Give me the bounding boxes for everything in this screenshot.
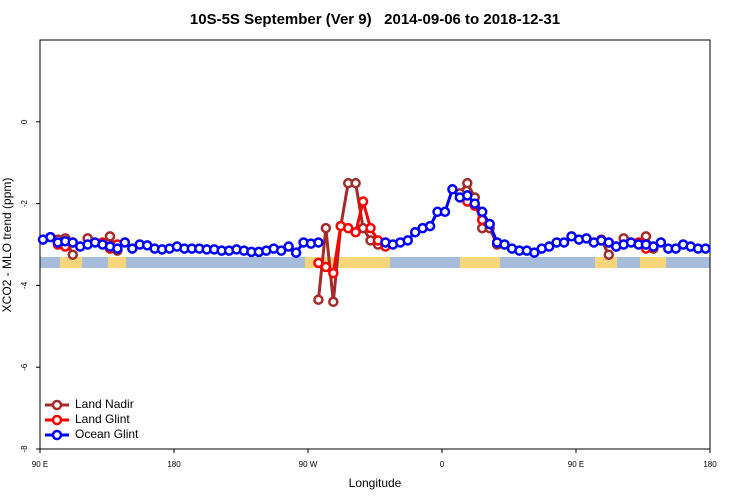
land-strip bbox=[460, 257, 500, 268]
data-point bbox=[700, 243, 711, 254]
data-point bbox=[670, 243, 682, 254]
data-point bbox=[67, 249, 79, 260]
data-point bbox=[581, 233, 592, 244]
data-point bbox=[320, 222, 332, 234]
data-point bbox=[328, 267, 339, 279]
y-tick-label: 0 bbox=[20, 119, 29, 124]
data-point bbox=[558, 237, 570, 248]
data-point bbox=[313, 294, 324, 305]
x-axis-label: Longitude bbox=[349, 476, 402, 490]
data-point bbox=[67, 237, 79, 248]
data-point bbox=[320, 261, 332, 273]
data-point bbox=[543, 241, 555, 252]
data-point bbox=[275, 245, 287, 256]
y-axis-label: XCO2 - MLO trend (ppm) bbox=[0, 178, 14, 313]
x-tick-label: 180 bbox=[167, 460, 181, 469]
data-point bbox=[45, 231, 56, 243]
data-point bbox=[476, 206, 488, 218]
data-point bbox=[424, 220, 436, 232]
plot-frame bbox=[39, 39, 711, 450]
data-point bbox=[462, 190, 473, 201]
data-point bbox=[350, 226, 361, 238]
land-strip bbox=[305, 257, 390, 268]
data-point bbox=[283, 241, 294, 252]
legend-label: Land Glint bbox=[75, 412, 130, 426]
data-point bbox=[342, 222, 354, 234]
land-strip bbox=[60, 257, 82, 268]
data-point bbox=[655, 237, 667, 248]
x-tick-label: 0 bbox=[440, 460, 445, 469]
data-point bbox=[603, 237, 615, 248]
data-point bbox=[313, 257, 324, 269]
data-point bbox=[640, 231, 652, 242]
x-tick-label: 180 bbox=[703, 460, 717, 469]
data-point bbox=[328, 296, 339, 308]
data-point bbox=[119, 237, 131, 248]
legend-label: Ocean Glint bbox=[75, 427, 139, 441]
data-point bbox=[529, 247, 540, 258]
data-point bbox=[350, 177, 361, 189]
legend-marker bbox=[51, 414, 63, 426]
map-strip bbox=[40, 257, 710, 268]
data-point bbox=[484, 218, 495, 230]
data-point bbox=[313, 237, 324, 248]
data-point bbox=[127, 243, 138, 254]
land-strip bbox=[108, 257, 126, 268]
data-point bbox=[409, 226, 421, 238]
data-point bbox=[499, 239, 510, 250]
chart-title: 10S-5S September (Ver 9) 2014-09-06 to 2… bbox=[190, 11, 560, 28]
x-tick-label: 90 W bbox=[299, 460, 318, 469]
data-point bbox=[469, 198, 481, 209]
data-point bbox=[447, 184, 458, 195]
legend-marker bbox=[51, 429, 63, 441]
y-tick-label: -2 bbox=[20, 199, 29, 207]
land-strip bbox=[595, 257, 617, 268]
data-point bbox=[439, 206, 451, 218]
data-point bbox=[648, 241, 659, 252]
data-point bbox=[365, 222, 376, 234]
data-point bbox=[357, 196, 369, 207]
y-tick-label: -6 bbox=[20, 363, 29, 371]
legend-label: Land Nadir bbox=[75, 397, 134, 411]
data-point bbox=[402, 235, 414, 246]
data-point bbox=[462, 177, 473, 189]
legend-marker bbox=[51, 399, 63, 411]
land-strip bbox=[640, 257, 666, 268]
y-tick-label: -4 bbox=[20, 281, 29, 289]
x-tick-label: 90 E bbox=[32, 460, 48, 469]
data-point bbox=[104, 231, 116, 242]
data-point bbox=[603, 249, 615, 260]
x-tick-label: 90 E bbox=[568, 460, 584, 469]
y-tick-label: -8 bbox=[20, 445, 29, 453]
data-point bbox=[112, 243, 123, 254]
data-point bbox=[290, 247, 302, 258]
series bbox=[37, 184, 711, 258]
